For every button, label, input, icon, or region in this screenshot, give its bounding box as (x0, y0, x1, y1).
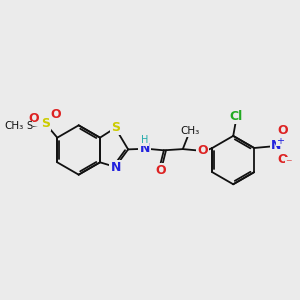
Text: CH₃: CH₃ (4, 122, 24, 131)
Text: Cl: Cl (229, 110, 242, 123)
Text: S: S (41, 117, 50, 130)
Text: ⁻: ⁻ (285, 157, 292, 170)
Text: CH₃: CH₃ (180, 126, 199, 136)
Text: H: H (141, 135, 148, 145)
Text: O: O (29, 112, 39, 125)
Text: O: O (278, 153, 289, 167)
Text: O: O (197, 144, 208, 158)
Text: O: O (155, 164, 166, 177)
Text: O: O (50, 108, 61, 121)
Text: S: S (27, 122, 33, 131)
Text: N: N (271, 140, 281, 152)
Text: O: O (278, 124, 289, 137)
Text: S: S (111, 121, 120, 134)
Text: +: + (276, 136, 284, 146)
Text: N: N (140, 142, 150, 155)
Text: N: N (110, 161, 121, 174)
